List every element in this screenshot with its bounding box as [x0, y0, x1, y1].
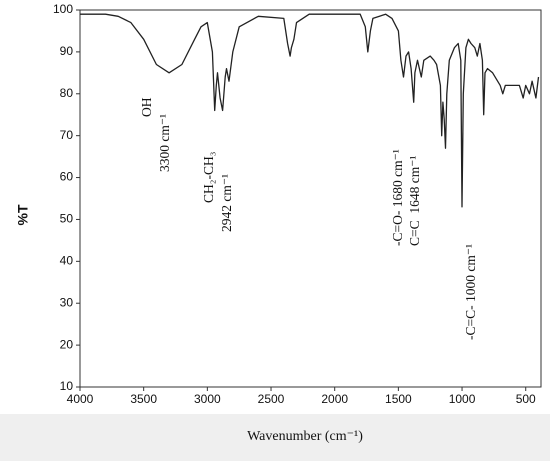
y-tick-label: 10	[60, 379, 74, 393]
x-tick-label: 1500	[385, 392, 412, 406]
y-tick-label: 30	[60, 295, 74, 309]
annotation: -C=C- 1000 cm⁻¹	[463, 244, 478, 340]
y-axis-label: %T	[15, 204, 31, 225]
annotation: -C=O- 1680 cm⁻¹	[390, 149, 405, 246]
y-tick-label: 60	[60, 170, 74, 184]
y-tick-label: 80	[60, 86, 74, 100]
annotation: 2942 cm⁻¹	[219, 174, 234, 232]
x-tick-label: 4000	[67, 392, 94, 406]
x-tick-label: 2500	[258, 392, 285, 406]
plot-frame	[79, 9, 542, 388]
annotation: 3300 cm⁻¹	[157, 114, 172, 172]
annotation: C=C 1648 cm⁻¹	[407, 156, 422, 246]
y-tick-label: 40	[60, 254, 74, 268]
x-tick-label: 2000	[321, 392, 348, 406]
spectrum-line	[80, 13, 540, 208]
annotation: CH₂-CH₃	[201, 151, 216, 203]
y-tick-label: 20	[60, 337, 74, 351]
x-tick-label: 3000	[194, 392, 221, 406]
y-tick-label: 70	[60, 128, 74, 142]
footer-band	[0, 414, 550, 461]
x-tick-label: 3500	[130, 392, 157, 406]
y-tick-label: 90	[60, 44, 74, 58]
x-tick-label: 1000	[449, 392, 476, 406]
y-tick-label: 100	[53, 2, 73, 16]
x-axis-label: Wavenumber (cm⁻¹)	[247, 429, 363, 444]
annotation: OH	[139, 97, 154, 117]
x-tick-label: 500	[516, 392, 536, 406]
y-tick-label: 50	[60, 212, 74, 226]
